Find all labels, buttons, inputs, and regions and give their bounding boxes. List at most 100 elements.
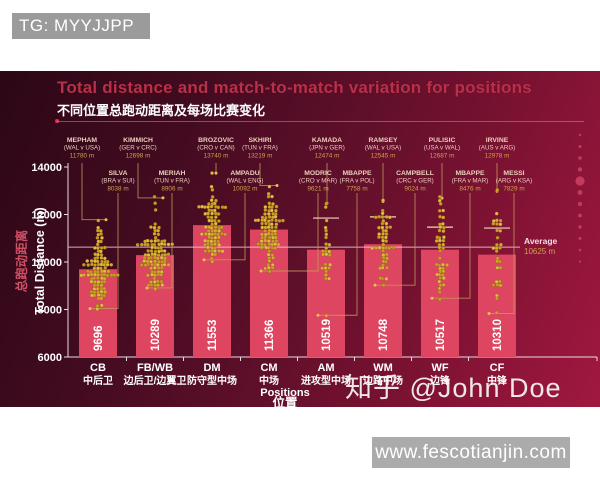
divider-dot <box>55 119 59 123</box>
player-match: (GER v CRC) <box>119 145 156 152</box>
x-tick-code: CB <box>90 362 106 374</box>
x-tick-code: WM <box>373 362 393 374</box>
player-name: SKHIRI <box>248 137 271 144</box>
x-tick-zh: 中场 <box>259 374 279 387</box>
swarm-WM <box>370 198 396 288</box>
x-tick-zh: 进攻型中场 <box>301 374 351 387</box>
y-tick-label: 6000 <box>38 352 62 364</box>
player-name: KIMMICH <box>123 137 153 144</box>
accent-dot <box>578 213 582 218</box>
player-name: MODRIC <box>304 170 332 177</box>
player-name: MBAPPE <box>455 170 485 177</box>
x-axis-title-zh: 位置 <box>272 395 298 407</box>
x-tick-code: WF <box>431 362 448 374</box>
player-distance: 12978 m <box>485 153 510 160</box>
accent-dot <box>578 248 582 252</box>
average-value: 10625 m <box>524 247 555 256</box>
bar-value-label: 9696 <box>93 325 105 351</box>
player-match: (TUN v FRA) <box>242 145 278 152</box>
x-tick-code: CF <box>490 362 505 374</box>
player-distance: 10092 m <box>233 186 258 193</box>
bar-value-label: 11366 <box>264 320 276 351</box>
title-divider <box>57 121 584 122</box>
player-match: (WAL v ENG) <box>226 178 263 185</box>
swarm-DM <box>197 171 228 264</box>
player-distance: 9621 m <box>307 186 328 193</box>
player-match: (WAL v USA) <box>365 145 401 152</box>
player-match: (FRA v POL) <box>339 178 374 185</box>
accent-dot <box>578 156 582 160</box>
player-match: (CRC v GER) <box>396 178 433 185</box>
accent-dot <box>578 237 582 240</box>
swarm-AM <box>320 201 332 318</box>
player-distance: 9024 m <box>404 186 425 193</box>
player-match: (WAL v USA) <box>64 145 100 152</box>
accent-dot <box>578 260 582 263</box>
accent-dot <box>578 225 582 229</box>
player-name: KAMADA <box>312 137 342 144</box>
accent-dot <box>578 133 582 137</box>
player-name: IRVINE <box>486 137 509 144</box>
x-tick-zh: 边路中场 <box>362 374 403 387</box>
player-match: (FRA v MAR) <box>452 178 488 185</box>
bar-value-label: 11553 <box>207 320 219 351</box>
x-tick-code: DM <box>203 362 220 374</box>
player-name: MBAPPE <box>342 170 372 177</box>
y-tick-label: 8000 <box>38 305 62 317</box>
player-distance: 8476 m <box>459 186 480 193</box>
player-distance: 8906 m <box>161 186 182 193</box>
x-tick-code: AM <box>317 362 334 374</box>
player-distance: 8038 m <box>107 186 128 193</box>
chart-subtitle: 不同位置总跑动距离及每场比赛变化 <box>57 103 266 118</box>
x-tick-zh: 中锋 <box>487 374 508 387</box>
site-watermark: www.fescotianjin.com <box>372 437 570 468</box>
accent-dot <box>577 201 583 207</box>
player-name: MEPHAM <box>67 137 98 144</box>
x-axis-title-en: Positions <box>260 387 310 399</box>
distance-chart: 6000 8000 10000 12000 14000 Total Distance (m… <box>14 133 598 407</box>
bar-WM <box>364 244 402 357</box>
y-tick-label: 14000 <box>31 162 62 174</box>
player-name: MERIAH <box>159 170 186 177</box>
swarm-WF <box>434 194 449 302</box>
bar-value-labels: 9696 10289 11553 11366 10519 10748 10517 10310 <box>93 318 504 351</box>
swarm-CF <box>491 188 503 315</box>
caps <box>313 216 510 229</box>
player-match: (USA v WAL) <box>424 145 460 152</box>
player-name: MESSI <box>503 170 524 177</box>
player-name: CAMPBELL <box>396 170 434 177</box>
x-tick-code: FB/WB <box>137 362 173 374</box>
accent-dot <box>577 190 583 195</box>
player-distance: 12698 m <box>126 153 151 160</box>
player-distance: 13740 m <box>204 153 229 160</box>
player-name: PULISIC <box>429 137 456 144</box>
x-tick-code: CM <box>260 362 277 374</box>
y-tick-label: 10000 <box>31 257 62 269</box>
bar-CF <box>478 254 516 357</box>
bar-value-label: 10748 <box>378 318 390 351</box>
player-name: AMPADU <box>230 170 259 177</box>
y-axis-title: Total Distance (m) 总跑动距离 <box>14 207 47 314</box>
bar-value-label: 10289 <box>150 319 162 351</box>
zhihu-watermark: 知乎 @John Doe <box>345 373 562 403</box>
player-match: (TUN v FRA) <box>154 178 190 185</box>
y-axis-title-en: Total Distance (m) <box>33 207 47 314</box>
bar-value-label: 10517 <box>435 319 447 351</box>
y-axis-title-zh: 总跑动距离 <box>14 230 29 293</box>
player-distance: 12474 m <box>315 153 340 160</box>
player-distance: 7758 m <box>346 186 367 193</box>
swarm-CB <box>79 218 120 311</box>
player-name: RAMSEY <box>368 137 398 144</box>
x-tick-zh: 中后卫 <box>83 374 113 387</box>
accent-dot <box>577 167 583 172</box>
player-match: (CRO v CAN) <box>197 145 234 152</box>
connectors <box>81 163 515 317</box>
player-match: (ARG v KSA) <box>496 178 532 185</box>
player-match: (CRO v MAR) <box>299 178 337 185</box>
x-tick-zh: 防守型中场 <box>187 374 237 387</box>
